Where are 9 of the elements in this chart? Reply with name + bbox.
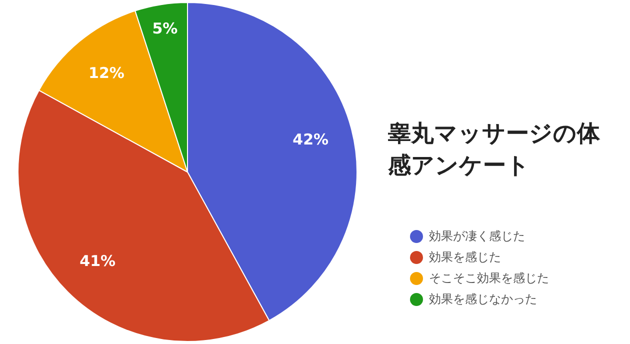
data-label: 5%	[152, 20, 178, 38]
text: 睾丸マッサージの体感アンケート	[388, 120, 601, 181]
legend-label: 効果を感じなかった	[429, 291, 537, 308]
data-label: 12%	[88, 64, 124, 82]
data-label: 41%	[80, 252, 116, 270]
data-label: 42%	[292, 130, 329, 148]
legend-label: 効果が凄く感じた	[429, 228, 525, 245]
legend-label: そこそこ効果を感じた	[429, 270, 549, 287]
legend-label: 効果を感じた	[429, 249, 501, 266]
